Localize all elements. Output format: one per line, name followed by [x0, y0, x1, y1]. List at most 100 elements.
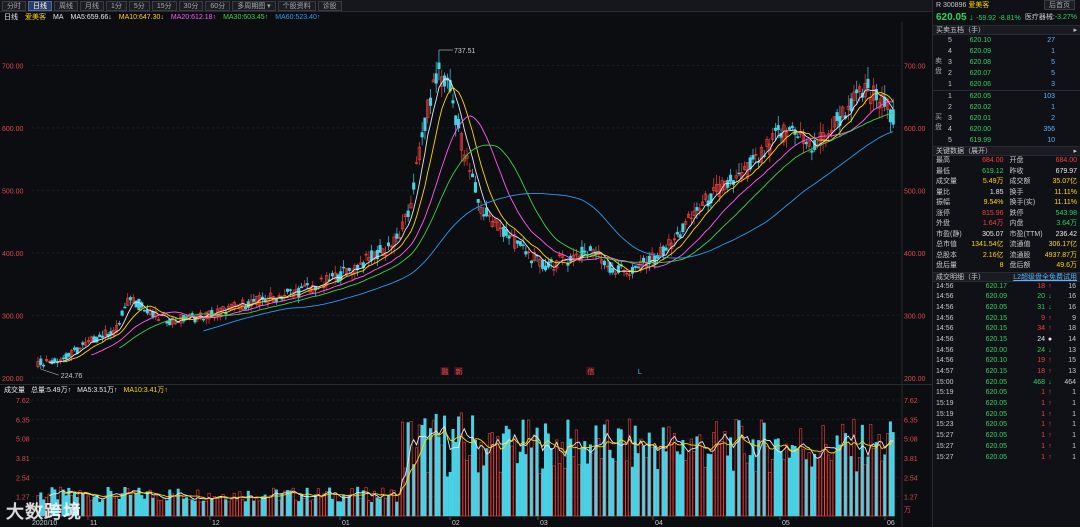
volume-bar [291, 487, 295, 517]
volume-legend-item: MA5:3.51万↑ [77, 386, 118, 394]
volume-bar [39, 492, 43, 517]
volume-bar [493, 445, 497, 517]
candle-body [518, 241, 522, 246]
candle-body [801, 134, 806, 144]
volume-bar [171, 493, 175, 517]
period-tab[interactable]: 15分 [151, 0, 177, 11]
volume-chart[interactable]: 7.62 7.62 6.35 6.35 5.08 5.08 3.81 3.81 2.54 2.54… [0, 394, 932, 527]
key-data-label: 流通值 [1009, 241, 1031, 248]
trade-count: 1 [1072, 389, 1076, 397]
bid-row[interactable]: 5 619.99 10 [933, 135, 1080, 146]
bid-row[interactable]: 1 620.05 103 [933, 91, 1080, 102]
candle-body [414, 162, 419, 164]
volume-bar [286, 490, 290, 517]
candle-body [872, 85, 876, 101]
candle-body [137, 298, 141, 311]
volume-bar [375, 497, 379, 517]
orderbook-header[interactable]: 买卖五档（手） ▸ [933, 25, 1080, 35]
ma10-line [63, 86, 894, 363]
candle-body [437, 62, 441, 70]
vol-tick-left: 5.08 [16, 437, 30, 444]
volume-bar [487, 433, 491, 517]
period-tab[interactable]: 月线 [80, 0, 104, 11]
candle-body [857, 86, 862, 92]
bid-row[interactable]: 2 620.02 1 [933, 102, 1080, 113]
period-tab[interactable]: 日线 [28, 0, 52, 11]
key-data-row: 成交量 5.49万 成交额 35.07亿 [933, 177, 1080, 188]
volume-bar [754, 471, 758, 517]
bid-row[interactable]: 4 620.00 356 [933, 124, 1080, 135]
period-tab[interactable]: 5分 [128, 0, 150, 11]
volume-bar [687, 450, 691, 517]
period-tab[interactable]: 诊股 [317, 0, 342, 11]
event-marker[interactable]: L [638, 369, 642, 376]
period-tab[interactable]: 周线 [54, 0, 78, 11]
history-button[interactable]: 后首页 [1044, 0, 1075, 10]
period-tab[interactable]: 个股资料 [277, 0, 316, 11]
volume-bar [653, 445, 657, 517]
industry-label[interactable]: 医疗器械: [1024, 14, 1055, 21]
period-tab[interactable]: 30分 [178, 0, 204, 11]
event-marker[interactable]: 融 [442, 367, 449, 376]
key-data-cell: 换手(实) 11.11% [1007, 198, 1080, 209]
volume-bar [529, 447, 533, 517]
candle-body [126, 297, 130, 306]
event-marker-bg [586, 367, 595, 375]
volume-bar [773, 439, 777, 517]
candle-body [616, 265, 620, 273]
ma-value: MA20:612.18↑ [170, 13, 217, 21]
candle-body [400, 221, 405, 230]
candle-body [490, 221, 494, 227]
period-tab[interactable]: 1分 [106, 0, 127, 11]
down-arrow-icon: ↓ [1048, 378, 1052, 386]
period-tab[interactable]: 多周期图 ▾ [232, 0, 276, 11]
volume-bar [799, 428, 803, 517]
key-data-value: 306.17亿 [1048, 241, 1077, 248]
candle-body [835, 112, 839, 121]
trade-time: 14:57 [936, 368, 954, 375]
candle-body [47, 360, 51, 363]
candle-body [501, 226, 506, 237]
volume-bar [451, 428, 455, 517]
candle-body [375, 250, 379, 260]
candle-body [426, 99, 430, 118]
ma-legend-row: 日线 爱美客 MA MA5:659.66↓ MA10:647.30↓ MA20:612.1… [0, 12, 932, 22]
up-arrow-icon: ↑ [1048, 357, 1052, 365]
volume-bar [661, 427, 665, 517]
y-tick-right: 600.00 [904, 126, 926, 133]
event-marker[interactable]: 新 [456, 367, 463, 376]
candle-body [78, 347, 82, 350]
candle-body [496, 221, 500, 231]
event-marker-bg [454, 367, 463, 375]
candle-body [417, 146, 421, 161]
candle-body [185, 317, 189, 320]
ask-row[interactable]: 3 620.08 5 [933, 57, 1080, 68]
trial-link[interactable]: L2超级盘全免费试用 [1013, 273, 1077, 281]
volume-bar [328, 487, 332, 517]
volume-bar [628, 418, 632, 517]
volume-bar [479, 442, 483, 517]
candle-body [339, 271, 343, 281]
candle-body [583, 250, 587, 253]
ma60-line [203, 131, 894, 332]
period-tab[interactable]: 60分 [205, 0, 231, 11]
candle-body [241, 299, 245, 311]
ask-row[interactable]: 4 620.09 1 [933, 46, 1080, 57]
keydata-header[interactable]: 关键数据（展开） ▸ [933, 146, 1080, 156]
bid-row[interactable]: 3 620.01 2 [933, 113, 1080, 124]
period-tab[interactable]: 分时 [2, 0, 26, 11]
candle-body [288, 289, 292, 291]
candle-body [302, 284, 306, 287]
key-data-value: 11.11% [1054, 188, 1077, 196]
volume-bar [336, 501, 340, 517]
candle-body [92, 336, 96, 343]
volume-bar [302, 497, 306, 517]
volume-bar [507, 429, 511, 517]
ask-row[interactable]: 2 620.07 5 [933, 68, 1080, 79]
key-data-row: 量比 1.85 换手 11.11% [933, 188, 1080, 199]
candlestick-chart[interactable]: 700.00 700.00 600.00 600.00 500.00 500.00 400.… [0, 22, 932, 394]
ask-row[interactable]: 1 620.06 3 [933, 79, 1080, 90]
ask-row[interactable]: 5 620.10 27 [933, 35, 1080, 46]
event-marker[interactable]: 信 [587, 367, 594, 376]
